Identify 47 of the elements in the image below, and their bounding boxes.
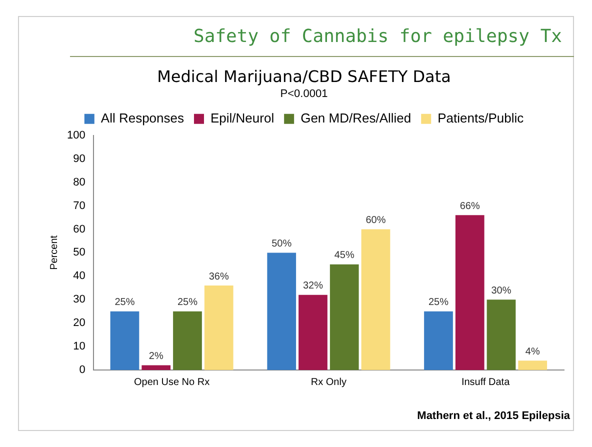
bar	[110, 311, 140, 370]
bar	[267, 252, 296, 370]
data-label: 30%	[491, 285, 512, 296]
data-label: 32%	[302, 280, 324, 292]
legend-label: All Responses	[100, 110, 184, 126]
legend-label: Epil/Neurol	[210, 110, 274, 126]
y-tick-label: 30	[73, 294, 86, 306]
data-label: 25%	[114, 297, 135, 308]
y-tick-label: 40	[73, 270, 86, 282]
y-axis-title: Percent	[48, 235, 60, 270]
y-tick-label: 100	[66, 129, 86, 142]
bar	[424, 311, 453, 370]
data-label: 25%	[428, 297, 449, 308]
bar	[204, 286, 234, 370]
text: Mathern et al., 2015 Epilepsia	[417, 410, 570, 422]
bar	[486, 300, 516, 370]
data-label: 25%	[177, 297, 198, 308]
y-tick-label: 0	[79, 364, 86, 376]
y-tick-label: 80	[73, 176, 86, 188]
legend-label: Gen MD/Res/Allied	[300, 110, 412, 126]
bar	[142, 365, 171, 370]
bar	[518, 360, 548, 370]
text: Safety of Cannabis for epilepsy Tx	[194, 26, 562, 47]
y-tick-label: 60	[73, 223, 86, 236]
data-label: 2%	[148, 351, 164, 362]
bar	[330, 264, 359, 370]
y-tick-label: 50	[73, 246, 86, 259]
data-label: 4%	[525, 346, 540, 358]
data-label: 36%	[208, 271, 229, 282]
data-label: 50%	[272, 238, 292, 250]
y-tick-label: 20	[73, 317, 86, 330]
y-tick-label: 10	[73, 340, 86, 353]
bar	[298, 294, 328, 370]
bar	[173, 311, 202, 370]
y-tick-label: 70	[73, 200, 86, 212]
x-tick-label: Insuff Data	[461, 376, 510, 388]
legend-label: Patients/Public	[438, 110, 524, 126]
chart-subtitle: P<0.0001	[280, 88, 328, 100]
data-label: 66%	[460, 200, 480, 212]
x-tick-label: Open Use No Rx	[134, 376, 210, 388]
y-tick-label: 90	[73, 152, 86, 165]
data-label: 45%	[334, 250, 354, 262]
bar	[455, 215, 484, 370]
chart-title: Medical Marijuana/CBD SAFETY Data	[157, 66, 451, 86]
bar	[361, 229, 390, 370]
x-tick-label: Rx Only	[310, 376, 346, 388]
data-label: 60%	[366, 214, 386, 226]
